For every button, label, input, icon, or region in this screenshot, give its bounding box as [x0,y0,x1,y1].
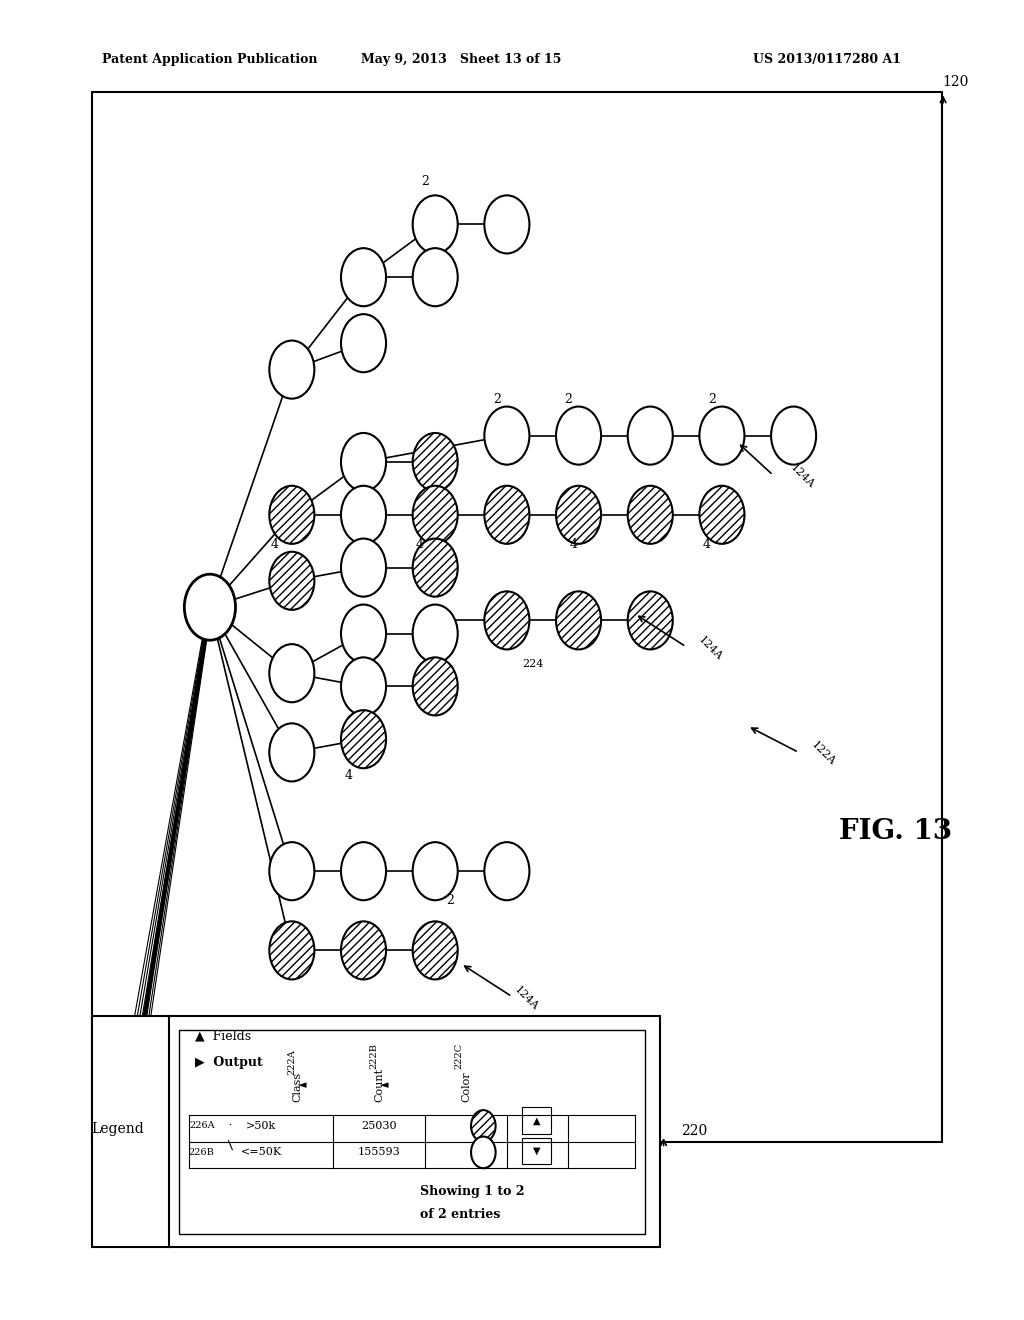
Circle shape [341,248,386,306]
Text: 226A: 226A [188,1122,215,1130]
Circle shape [699,407,744,465]
Circle shape [413,486,458,544]
Text: 2: 2 [564,392,572,405]
Text: 25030: 25030 [361,1121,396,1131]
Text: ◄: ◄ [380,1080,388,1090]
Circle shape [556,591,601,649]
Circle shape [413,921,458,979]
Circle shape [341,314,386,372]
Text: May 9, 2013   Sheet 13 of 15: May 9, 2013 Sheet 13 of 15 [360,53,561,66]
Text: Showing 1 to 2: Showing 1 to 2 [420,1185,524,1199]
Text: 2: 2 [421,174,429,187]
Text: <=50K: <=50K [241,1147,282,1158]
Text: US 2013/0117280 A1: US 2013/0117280 A1 [753,53,901,66]
Circle shape [484,195,529,253]
Circle shape [556,486,601,544]
Text: 2: 2 [446,894,455,907]
Circle shape [413,433,458,491]
Circle shape [269,921,314,979]
Circle shape [413,195,458,253]
Circle shape [269,644,314,702]
Circle shape [471,1137,496,1168]
Text: Count: Count [374,1068,384,1102]
Text: of 2 entries: of 2 entries [420,1208,500,1221]
FancyBboxPatch shape [179,1030,645,1234]
Text: 124A: 124A [512,983,540,1012]
FancyBboxPatch shape [92,1016,660,1247]
Text: 220: 220 [681,1125,708,1138]
Text: 4: 4 [416,537,424,550]
Text: Patent Application Publication: Patent Application Publication [102,53,317,66]
Circle shape [413,539,458,597]
Text: 124A: 124A [788,462,816,491]
Text: 2: 2 [493,392,501,405]
Text: Color: Color [461,1072,471,1102]
Text: 2: 2 [708,392,716,405]
Text: 4: 4 [569,537,578,550]
Text: ▲: ▲ [532,1115,541,1126]
Circle shape [341,605,386,663]
Text: 155593: 155593 [357,1147,400,1158]
Circle shape [556,407,601,465]
Text: ▶  Output: ▶ Output [195,1056,262,1069]
Circle shape [269,723,314,781]
Text: ▼: ▼ [532,1146,541,1156]
Circle shape [484,407,529,465]
Circle shape [413,605,458,663]
Circle shape [484,486,529,544]
Text: 122A: 122A [809,739,837,768]
Circle shape [413,657,458,715]
FancyBboxPatch shape [92,92,942,1142]
Circle shape [269,486,314,544]
Text: 226B: 226B [188,1148,215,1156]
Text: 120: 120 [942,75,969,88]
Circle shape [628,591,673,649]
Text: 4: 4 [344,768,352,781]
Text: 4: 4 [270,537,279,550]
Circle shape [484,842,529,900]
Circle shape [269,552,314,610]
Text: 124A: 124A [696,634,724,663]
Text: ▲  Fields: ▲ Fields [195,1030,251,1043]
Circle shape [628,486,673,544]
Circle shape [484,591,529,649]
Circle shape [771,407,816,465]
Circle shape [471,1110,496,1142]
Circle shape [341,842,386,900]
Text: 224: 224 [522,659,543,669]
Circle shape [269,341,314,399]
Text: >50k: >50k [246,1121,276,1131]
Text: 4: 4 [702,537,711,550]
Text: 222C: 222C [455,1043,463,1069]
Circle shape [413,248,458,306]
Text: 222A: 222A [288,1049,296,1076]
Circle shape [341,710,386,768]
Circle shape [184,574,236,640]
Circle shape [341,921,386,979]
Text: FIG. 13: FIG. 13 [840,818,952,845]
Circle shape [269,842,314,900]
Circle shape [341,657,386,715]
Text: ◄: ◄ [298,1080,306,1090]
Text: Legend: Legend [91,1122,144,1135]
Circle shape [413,842,458,900]
FancyBboxPatch shape [522,1138,551,1164]
Circle shape [341,539,386,597]
Text: Class: Class [292,1072,302,1102]
Circle shape [628,407,673,465]
Circle shape [341,486,386,544]
FancyBboxPatch shape [522,1107,551,1134]
Text: 222B: 222B [370,1043,378,1069]
Circle shape [341,433,386,491]
Circle shape [699,486,744,544]
